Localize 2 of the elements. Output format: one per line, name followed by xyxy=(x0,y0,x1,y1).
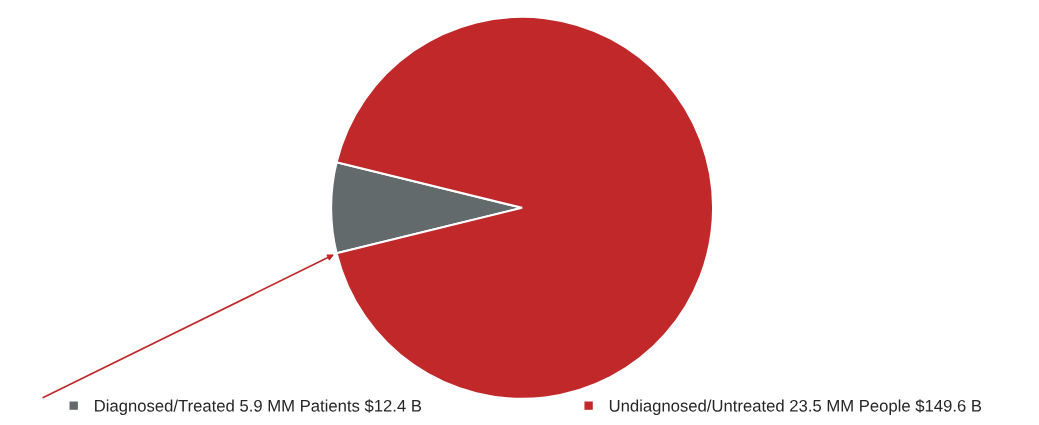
legend-label: Undiagnosed/Untreated 23.5 MM People $149.6 B xyxy=(609,399,982,415)
legend-label: Diagnosed/Treated 5.9 MM Patients $12.4 B xyxy=(95,399,422,415)
